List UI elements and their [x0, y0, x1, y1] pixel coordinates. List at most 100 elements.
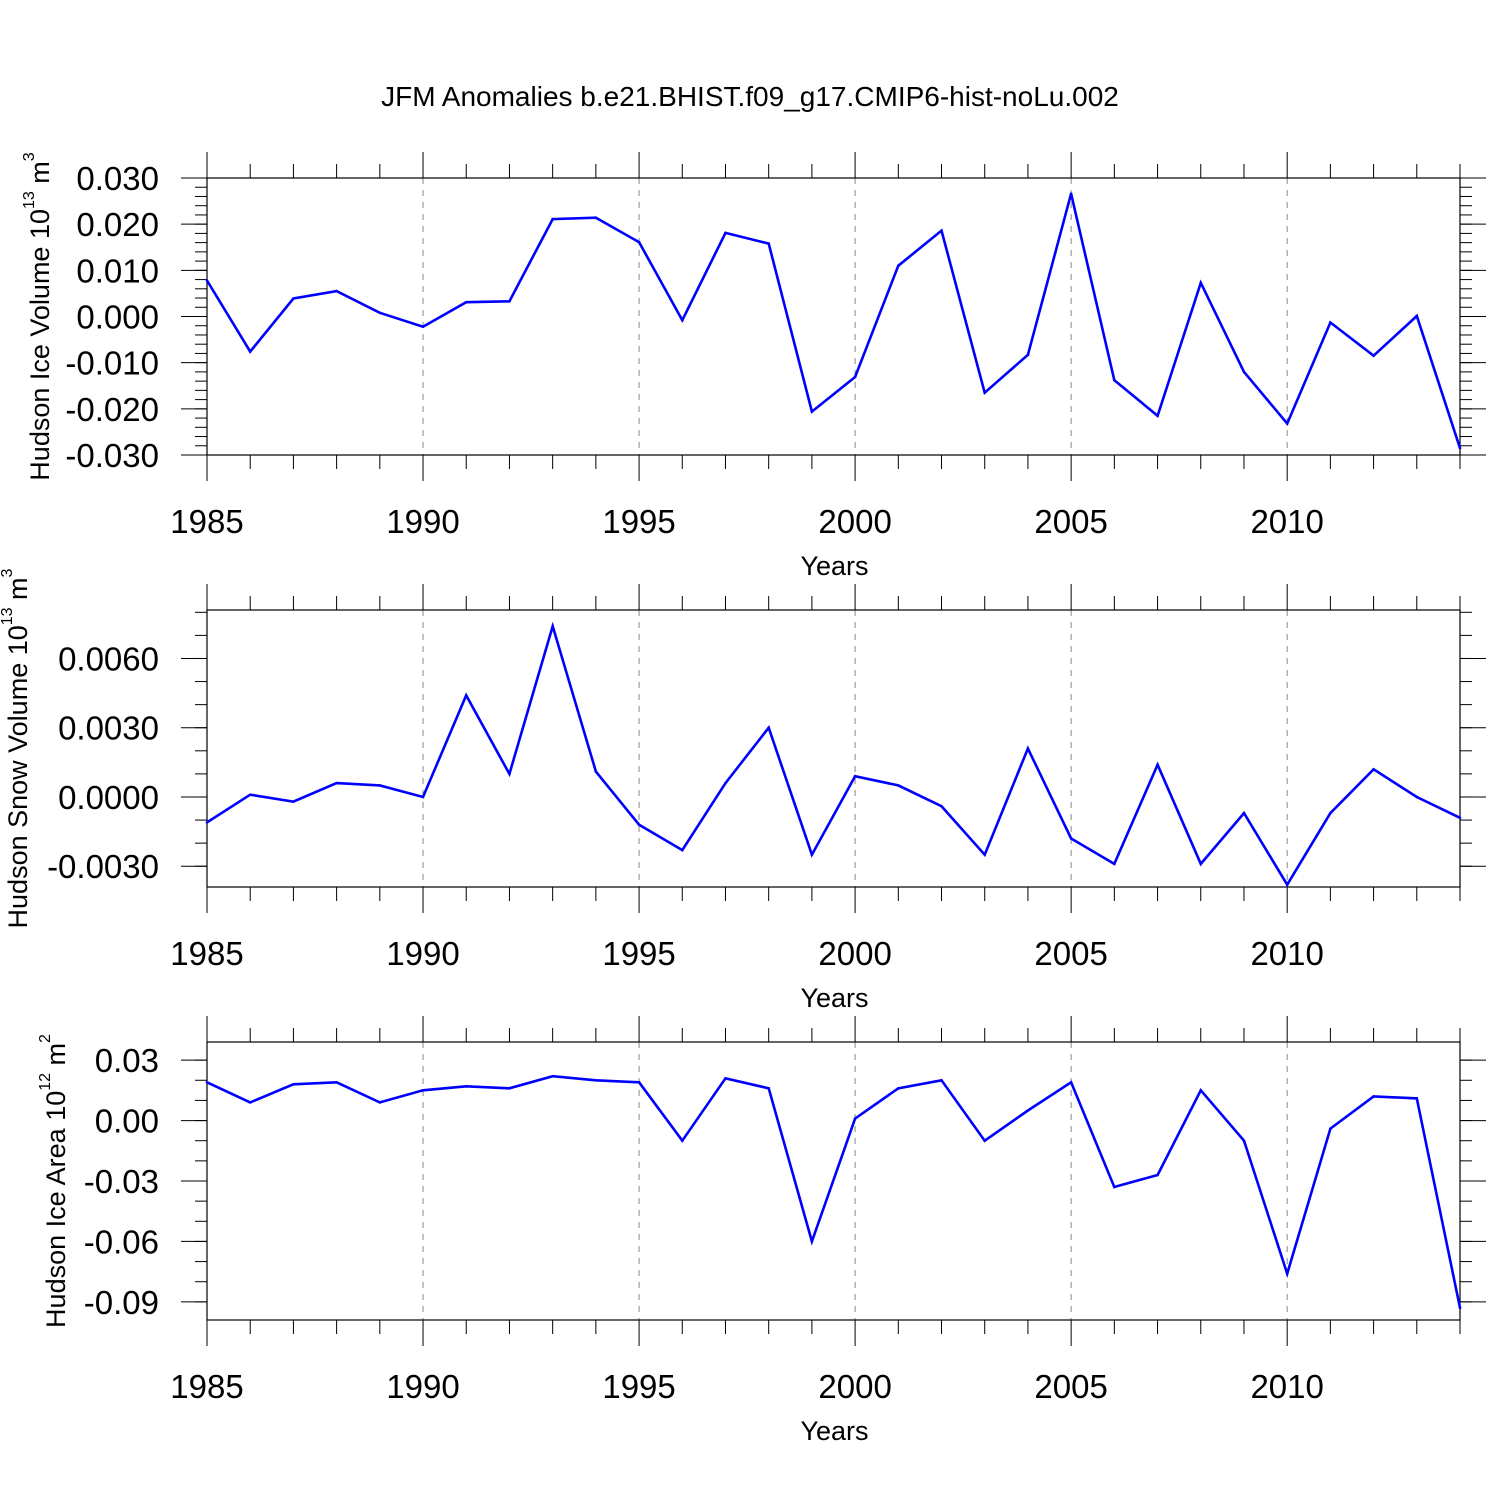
y-tick-label: -0.09 — [84, 1284, 159, 1321]
y-axis-label-unit: m — [41, 1043, 71, 1073]
data-point — [1199, 1089, 1203, 1092]
data-point — [767, 242, 770, 245]
x-tick-label: 1990 — [386, 1368, 459, 1405]
y-tick-label: 0.03 — [95, 1042, 159, 1079]
data-point — [551, 624, 554, 628]
data-point — [810, 853, 814, 856]
y-tick-label: 0.030 — [76, 160, 159, 197]
x-tick-label: 1995 — [602, 935, 675, 972]
data-point — [637, 1080, 641, 1084]
panel-ice-volume: 1985 1990 1995 2000 2005 2010 -0.030 -0.020 -0.0… — [21, 152, 1486, 581]
y-tick-label: -0.010 — [65, 345, 159, 382]
x-tick-label: 2000 — [818, 503, 891, 540]
x-axis-label: Years — [800, 1416, 868, 1446]
y-tick-label: -0.0030 — [47, 848, 159, 885]
data-point — [1026, 353, 1030, 357]
data-point — [205, 1080, 209, 1084]
panel-snow-volume: 1985 1990 1995 2000 2005 2010 -0.0030 0.0000 0.0… — [0, 568, 1486, 1013]
data-point — [464, 1085, 468, 1088]
x-tick-label: 1990 — [386, 503, 459, 540]
y-axis-label: Hudson Ice Volume 1013 m3 — [21, 152, 55, 480]
series-line-ice-volume — [205, 193, 1462, 449]
data-point — [1156, 1173, 1159, 1177]
y-tick-label: -0.020 — [65, 391, 159, 428]
data-point — [897, 264, 900, 268]
data-point — [292, 800, 295, 803]
data-point — [292, 297, 295, 300]
data-point — [853, 774, 857, 778]
x-tick-label: 2000 — [818, 935, 891, 972]
plot-frame — [206, 609, 1461, 888]
data-point — [810, 1240, 814, 1243]
data-point — [248, 793, 252, 796]
data-point — [1329, 1127, 1332, 1130]
data-point — [1372, 1095, 1375, 1098]
data-point — [853, 1117, 857, 1120]
data-point — [1199, 281, 1203, 285]
data-point — [767, 1087, 770, 1090]
data-point — [335, 289, 338, 293]
data-point — [1069, 837, 1073, 840]
data-point — [983, 391, 987, 394]
x-tick-label: 2005 — [1034, 935, 1107, 972]
data-point — [680, 1139, 684, 1143]
y-tick-label: -0.03 — [84, 1163, 159, 1200]
x-tick-label: 2010 — [1250, 935, 1323, 972]
data-point — [1285, 883, 1289, 886]
data-point — [1113, 1185, 1116, 1189]
y-axis-label: Hudson Ice Area 1012 m2 — [37, 1034, 71, 1328]
y-tick-label: 0.010 — [76, 252, 159, 289]
data-point — [1242, 1139, 1246, 1143]
x-tick-label: 2010 — [1250, 503, 1323, 540]
data-point — [421, 795, 425, 799]
data-point — [637, 823, 641, 826]
data-point — [508, 772, 511, 776]
y-tick-label: 0.020 — [76, 206, 159, 243]
data-point — [1113, 862, 1116, 866]
data-point — [1069, 192, 1073, 195]
x-tick-label: 2005 — [1034, 1368, 1107, 1405]
data-point — [1113, 378, 1116, 382]
data-point — [1415, 1097, 1419, 1100]
data-point — [594, 770, 598, 773]
data-point — [810, 410, 814, 413]
data-point — [1156, 414, 1159, 418]
x-tick-label: 2005 — [1034, 503, 1107, 540]
data-point — [464, 694, 468, 697]
data-point — [897, 1087, 900, 1090]
data-point — [1329, 811, 1332, 815]
data-point — [1285, 422, 1289, 425]
data-point — [508, 299, 511, 303]
data-point — [724, 1076, 727, 1080]
x-tick-label: 1985 — [170, 935, 243, 972]
data-point — [897, 784, 900, 787]
data-point — [724, 231, 727, 235]
y-axis-label-text: Hudson Ice Area 10 — [41, 1091, 71, 1328]
series-line-snow-volume — [206, 621, 1461, 888]
data-point — [1329, 321, 1332, 324]
data-point — [940, 1078, 943, 1082]
data-point — [1242, 370, 1246, 374]
data-point — [378, 784, 382, 787]
x-tick-label: 2010 — [1250, 1368, 1323, 1405]
y-tick-label: 0.0030 — [58, 710, 159, 747]
panel-ice-area: 1985 1990 1995 2000 2005 2010 -0.09 -0.06 -0.03 0… — [37, 1016, 1486, 1446]
y-axis-label-unit-exponent: 3 — [21, 152, 38, 161]
data-point — [1458, 446, 1462, 450]
data-point — [205, 821, 209, 824]
data-point — [464, 300, 468, 304]
data-point — [205, 279, 209, 282]
data-point — [940, 804, 943, 808]
data-point — [292, 1083, 295, 1086]
y-axis-label-text: Hudson Ice Volume 10 — [25, 209, 55, 481]
data-point — [983, 853, 987, 856]
data-point — [378, 1101, 382, 1104]
series-line-ice-area — [206, 1074, 1462, 1309]
y-axis-label-text: Hudson Snow Volume 10 — [3, 625, 33, 928]
data-point — [594, 216, 598, 220]
data-point — [983, 1139, 987, 1143]
data-point — [940, 229, 943, 232]
data-point — [421, 1089, 425, 1092]
y-axis-label: Hudson Snow Volume 1013 m3 — [0, 568, 33, 928]
